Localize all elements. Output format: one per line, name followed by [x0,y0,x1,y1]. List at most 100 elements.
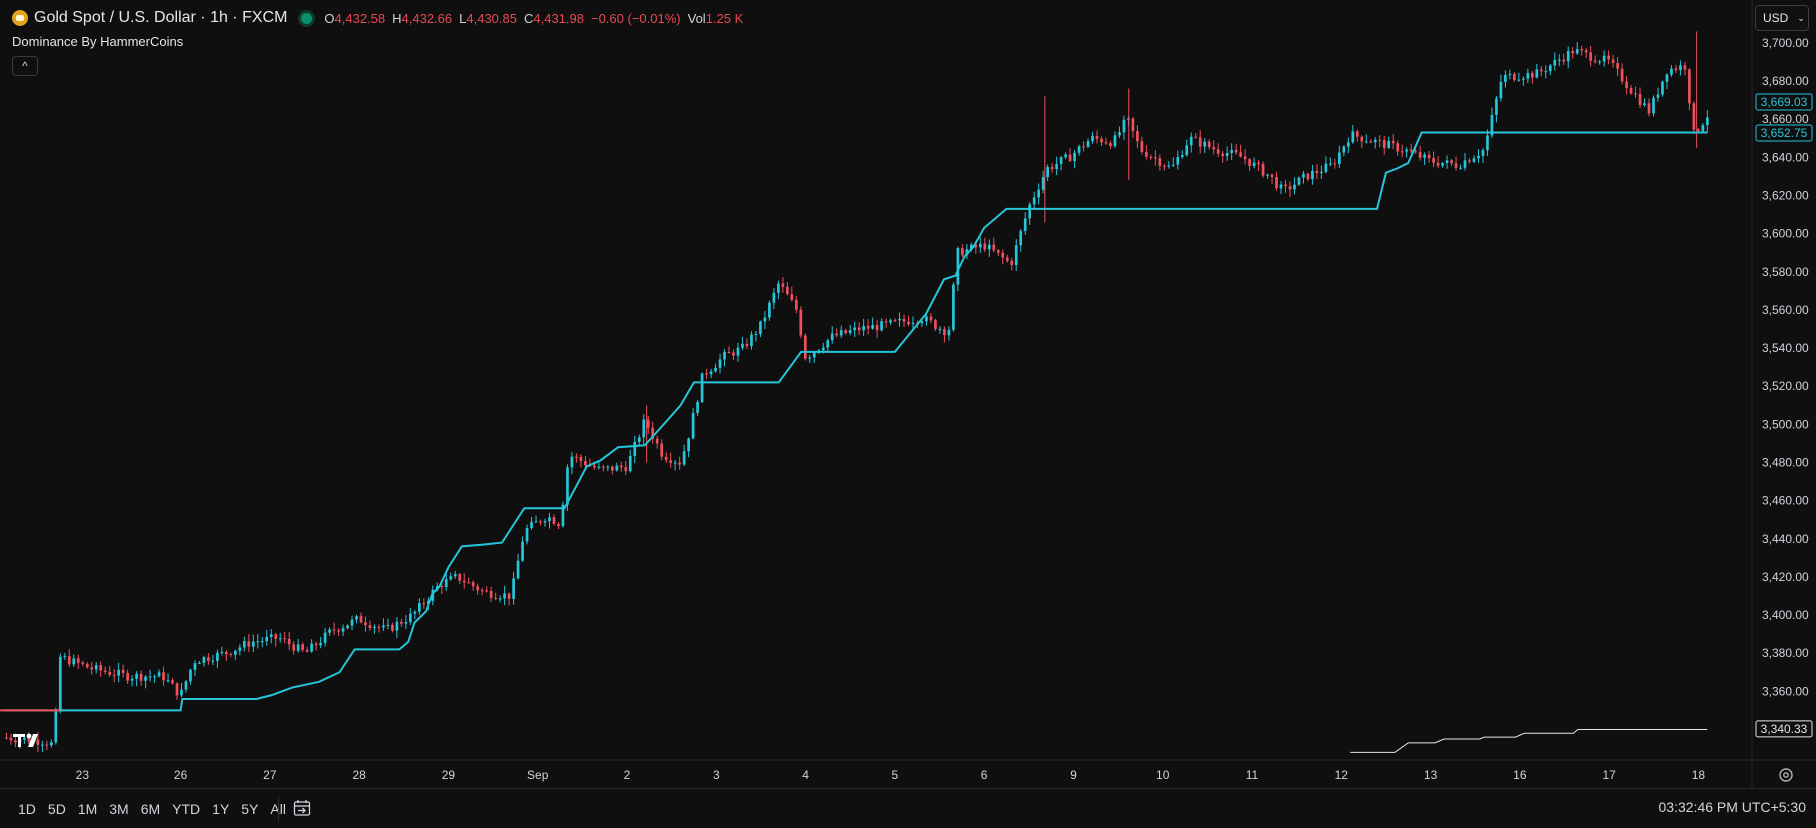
candle [63,656,67,658]
candle [1598,61,1601,63]
candle [1396,143,1400,152]
candle [1145,151,1148,157]
candle [1055,163,1058,170]
go-to-date-icon[interactable] [292,798,312,818]
candle [1548,65,1552,72]
candle [1104,142,1108,144]
currency-select[interactable]: USD ⌄ [1755,5,1809,31]
gear-icon[interactable] [1777,766,1795,784]
y-tick-label: 3,580.00 [1762,265,1809,279]
candle [1472,158,1476,162]
candle [1697,129,1700,132]
candle [413,611,417,614]
range-button-6m[interactable]: 6M [140,801,161,817]
candle [171,680,174,684]
candle [575,456,578,458]
x-tick-label: 13 [1424,768,1438,782]
candle [1602,55,1606,62]
candle [1136,130,1139,142]
candle [759,321,762,334]
candle [1113,135,1117,147]
candle [377,626,381,628]
candle [1154,157,1157,159]
candle [1490,114,1494,136]
candle [1688,69,1691,104]
range-button-ytd[interactable]: YTD [172,801,201,817]
range-button-3m[interactable]: 3M [109,801,129,817]
candle [404,622,408,624]
tradingview-logo-icon[interactable] [13,731,47,749]
market-status-icon[interactable] [301,12,313,24]
candle [723,351,726,360]
ohlc-value: 4,430.85 [466,10,517,26]
candle [597,466,601,468]
candle [422,603,426,605]
candle [1701,125,1705,132]
ohlc-label: H [392,10,402,26]
candle [489,590,493,598]
candle [364,622,367,626]
ohlc-value: 4,432.58 [334,10,386,26]
candle [1553,59,1557,66]
range-button-5d[interactable]: 5D [47,801,66,817]
candle [198,662,201,664]
indicator-title[interactable]: Dominance By HammerCoins [12,34,184,49]
symbol-title[interactable]: Gold Spot / U.S. Dollar · 1h · FXCM [34,9,288,26]
candle [1706,117,1709,126]
range-button-1d[interactable]: 1D [18,801,36,817]
candle [880,321,883,331]
volume-value: 1.25 K [705,10,744,26]
range-button-5y[interactable]: 5Y [241,801,259,817]
ohlc-value: 4,431.98 [533,10,584,26]
candle [610,466,614,471]
candle [754,333,758,335]
y-tick-label: 3,380.00 [1762,646,1809,660]
candle [898,318,901,321]
candle [85,663,89,668]
price-change: −0.60 (−0.01%) [590,10,681,26]
candle [673,462,677,464]
candle [1279,184,1283,189]
candle [1329,163,1332,165]
candle [1656,94,1660,98]
candle [705,373,708,375]
collapse-legend-button[interactable]: ^ [12,56,38,76]
candle [1050,167,1054,170]
candle [799,309,803,336]
candle [1046,167,1049,178]
x-tick-label: 17 [1602,768,1616,782]
candle [507,593,511,599]
candle [283,638,287,640]
dominance-value-label: 3,652.75 [1761,126,1808,140]
candle [1441,163,1444,166]
candle [709,371,713,375]
candle [1414,151,1417,153]
candle [884,321,888,323]
candle [835,333,839,336]
utc-clock[interactable]: 03:32:46 PM UTC+5:30 [1658,799,1806,815]
candle [839,330,843,336]
x-tick-label: 11 [1246,768,1259,782]
candle [1477,155,1480,159]
candle [543,521,547,523]
candle [1616,62,1619,69]
candle [287,638,291,645]
candle [234,650,237,655]
candle [67,656,71,665]
candle [480,590,484,592]
candle [1180,155,1184,158]
candle [1100,138,1103,143]
candle [242,641,246,648]
candle [485,590,489,592]
candle [947,329,951,336]
candle [1513,73,1516,80]
candle [310,643,313,652]
range-button-1y[interactable]: 1Y [212,801,230,817]
candle [965,249,969,256]
candle [301,644,305,650]
range-button-1m[interactable]: 1M [77,801,98,817]
candle [624,467,628,472]
candle [27,737,31,743]
